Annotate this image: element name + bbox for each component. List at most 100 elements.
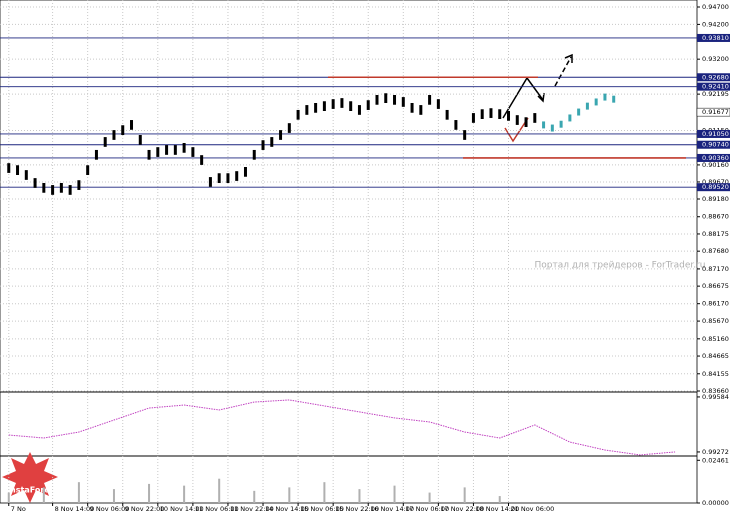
level-box [697,153,730,162]
y-tick-label: 0.94200 [702,20,729,28]
x-tick-label: 18 Nov 14:00 [475,505,519,513]
price-bar [410,103,414,113]
level-box [697,33,730,42]
price-bar [173,145,177,155]
histogram-bar [323,482,326,503]
x-tick-label: 21 Nov 06:00 [511,505,555,513]
current-price-box [696,107,730,117]
price-bar [349,101,353,111]
price-bar [603,93,607,101]
level-box [697,82,730,91]
price-bar [121,125,125,135]
current-price-label: 0.91677 [702,108,729,116]
price-bar [375,95,379,105]
y-tick-label: 0.92195 [702,90,729,98]
y-tick-label: 0.93200 [702,55,729,63]
price-bar [208,177,212,187]
level-label: 0.92410 [702,83,729,91]
x-tick-label: 8 Nov 14:00 [55,505,95,513]
x-tick-label: 7 No [11,505,26,513]
price-bar [103,137,107,147]
price-bar [489,108,493,118]
histogram-bar [148,483,151,503]
price-bar [252,149,256,160]
price-bar [305,105,309,115]
level-label: 0.89520 [702,183,729,191]
x-tick-label: 9 Nov 22:00 [125,505,165,513]
price-bar [542,121,546,129]
price-bar [51,185,55,195]
logo-text: InstaForex [7,486,56,495]
price-bar [594,98,598,106]
price-bar [130,120,134,130]
arrow-head [537,92,545,103]
price-bar [393,95,397,105]
x-tick-label: 17 Nov 22:00 [440,505,484,513]
histogram-bar [7,492,10,503]
price-bar [612,95,616,103]
arrow-head [564,53,573,63]
price-bar [357,105,361,115]
watermark: Портал для трейдеров - ForTrader.ru [534,261,705,271]
x-tick-label: 16 Nov 14:00 [370,505,414,513]
x-tick-label: 10 Nov 14:00 [160,505,204,513]
price-bar [471,113,475,123]
x-tick-label: 17 Nov 06:00 [405,505,449,513]
price-bar [577,108,581,116]
price-bar [340,98,344,108]
price-bar [463,130,467,140]
price-bar [243,167,247,177]
y-tick-label: 0.88670 [702,213,729,221]
x-tick-label: 15 Nov 06:00 [300,505,344,513]
x-tick-label: 9 Nov 06:00 [90,505,130,513]
price-bar [138,135,142,145]
level-box [697,183,730,192]
histogram-bar [42,487,45,503]
level-box [697,140,730,149]
histogram-bar [428,492,431,503]
histogram-bar [77,482,80,503]
level-box [697,73,730,82]
price-bar [445,109,449,120]
y-tick-label: 0.84155 [702,370,729,378]
price-bar [568,114,572,122]
price-bar [454,120,458,130]
price-bar [296,109,300,120]
price-bar [480,109,484,119]
y-tick-label: 0.90160 [702,161,729,169]
y-tick-label: 0.87680 [702,247,729,255]
price-bar [182,143,186,153]
price-bar [428,95,432,105]
level-label: 0.90740 [702,141,729,149]
y-tick-label: 0.84665 [702,352,729,360]
x-tick-label: 11 Nov 22:00 [230,505,274,513]
price-bar [235,171,239,181]
histogram-bar [463,487,466,503]
y-tick-label: 0.86675 [702,282,729,290]
price-bar [515,115,519,125]
level-label: 0.91050 [702,130,729,138]
price-bar [217,173,221,183]
price-bar [550,124,554,132]
histogram-bar [112,489,115,503]
y-tick-label: 0.85160 [702,335,729,343]
price-bar [314,103,318,113]
price-bar [112,130,116,140]
price-bar [401,97,405,107]
histogram-bar [183,485,186,503]
price-bar [42,183,46,193]
y-tick-label: 0.89670 [702,178,729,186]
y-tick-label: 0.94700 [702,3,729,11]
level-label: 0.92680 [702,73,729,81]
price-bar [86,165,90,175]
price-bar [94,149,98,160]
x-tick-label: 14 Nov 14:00 [265,505,309,513]
price-bar [165,145,169,155]
x-tick-label: 11 Nov 06:00 [195,505,239,513]
price-bar [16,165,20,175]
price-bar [24,170,28,180]
price-bar [33,178,37,188]
arrow [554,56,572,87]
price-bar [498,109,502,119]
price-bar [156,147,160,157]
